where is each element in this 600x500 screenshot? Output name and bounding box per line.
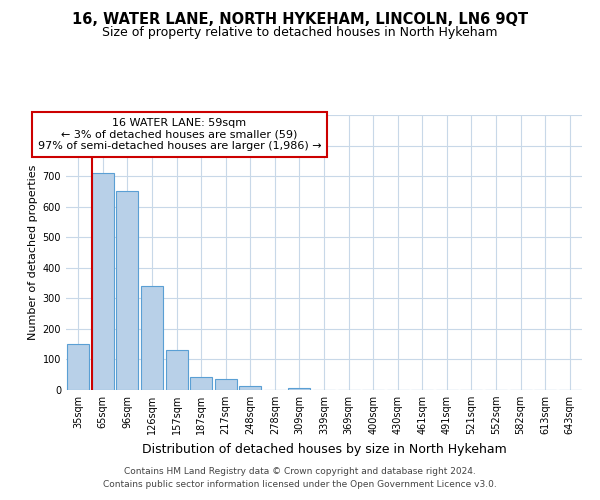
Bar <box>190 377 212 390</box>
Bar <box>166 350 188 390</box>
Y-axis label: Number of detached properties: Number of detached properties <box>28 165 38 340</box>
Bar <box>289 388 310 390</box>
Text: Size of property relative to detached houses in North Hykeham: Size of property relative to detached ho… <box>102 26 498 39</box>
Text: 16 WATER LANE: 59sqm
← 3% of detached houses are smaller (59)
97% of semi-detach: 16 WATER LANE: 59sqm ← 3% of detached ho… <box>38 118 322 151</box>
Text: 16, WATER LANE, NORTH HYKEHAM, LINCOLN, LN6 9QT: 16, WATER LANE, NORTH HYKEHAM, LINCOLN, … <box>72 12 528 28</box>
Bar <box>67 344 89 390</box>
X-axis label: Distribution of detached houses by size in North Hykeham: Distribution of detached houses by size … <box>142 442 506 456</box>
Text: Contains HM Land Registry data © Crown copyright and database right 2024.
Contai: Contains HM Land Registry data © Crown c… <box>103 468 497 489</box>
Bar <box>92 173 114 390</box>
Bar <box>141 286 163 390</box>
Bar <box>116 192 139 390</box>
Bar <box>239 386 262 390</box>
Bar <box>215 380 237 390</box>
